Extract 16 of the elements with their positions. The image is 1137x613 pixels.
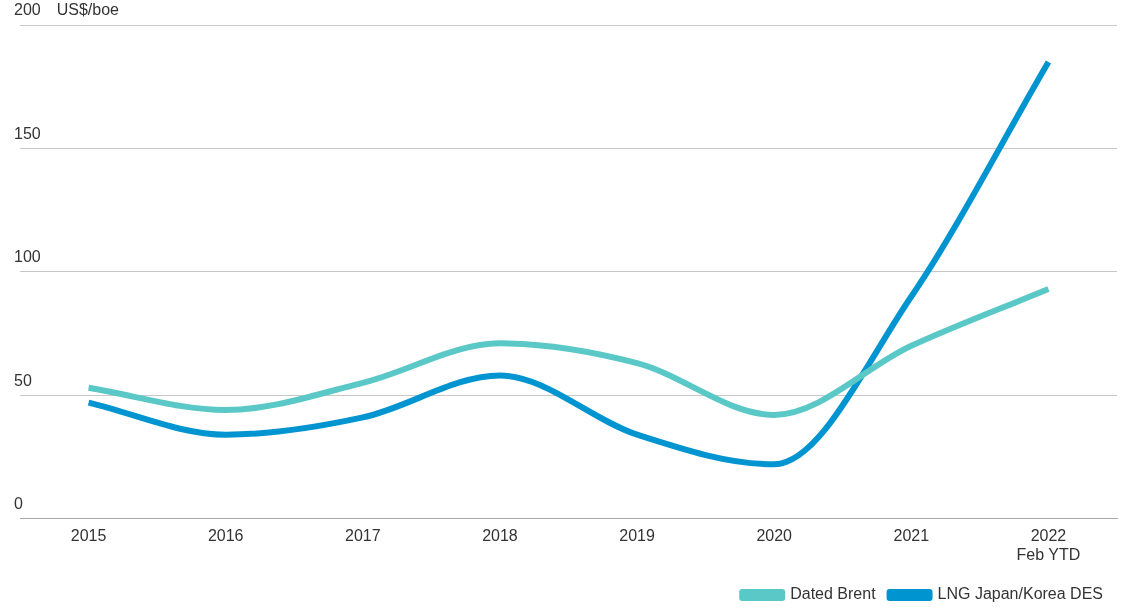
x-tick-label: 2019 [619,526,655,544]
y-axis-title: US$/boe [56,1,120,19]
x-tick-label: 2021 [893,526,930,544]
x-tick-label: 2018 [482,526,518,544]
y-tick-label: 200 [14,1,41,19]
y-tick-label: 150 [14,124,41,142]
x-tick-label: 2020 [756,526,793,544]
legend-label: LNG Japan/Korea DES [937,585,1103,603]
y-tick-label: 0 [14,495,23,513]
x-tick-label: 2015 [70,526,107,544]
x-tick-label: 2017 [345,526,381,544]
x-tick-label: 2016 [207,526,244,544]
x-tick-label: 2022 Feb YTD [1016,526,1081,563]
legend-label: Dated Brent [790,585,877,603]
y-tick-label: 100 [14,248,41,266]
y-tick-label: 50 [14,371,32,389]
